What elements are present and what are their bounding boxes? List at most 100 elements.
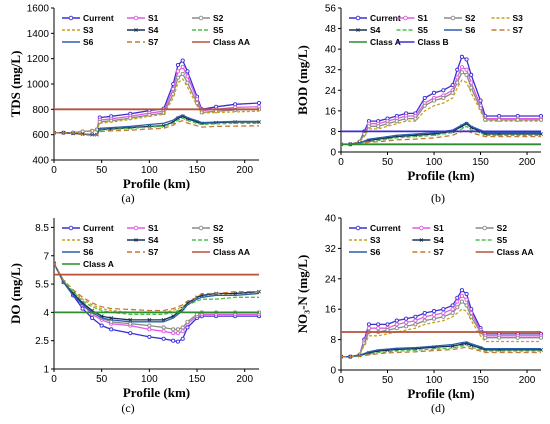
data-point	[459, 65, 464, 70]
y-tick-label: 4	[43, 308, 49, 319]
data-point	[175, 331, 181, 336]
legend-label: S2	[213, 223, 224, 233]
panel-caption: (c)	[121, 401, 134, 415]
legend-marker	[133, 15, 139, 21]
x-tick-label: 100	[426, 157, 443, 168]
legend-label: S4	[433, 235, 444, 245]
x-tick-label: 200	[519, 375, 536, 386]
legend-label: S7	[433, 247, 444, 257]
legend-label: S5	[213, 235, 224, 245]
panel-d: 0 8 16 24 32 40 0 50 100 150 200 Profile (km) NO₃-N …	[295, 214, 543, 415]
series-S2	[54, 71, 261, 135]
y-tick-label: 800	[32, 105, 49, 116]
data-point	[469, 72, 474, 77]
data-point	[459, 54, 464, 59]
series-S3	[341, 308, 541, 358]
y-tick-label: 1000	[27, 80, 50, 91]
legend-label: S3	[83, 235, 94, 245]
data-point	[366, 326, 371, 331]
data-point	[422, 318, 427, 323]
data-point	[441, 95, 446, 101]
data-point	[459, 70, 464, 75]
legend-item: S3	[491, 13, 523, 23]
y-tick-label: 0	[330, 366, 336, 377]
legend-item: S6	[444, 25, 476, 35]
y-tick-label: 24	[325, 86, 337, 97]
legend-label: S6	[465, 25, 476, 35]
data-point	[464, 297, 469, 302]
data-point	[413, 314, 418, 319]
x-tick-label: 150	[189, 165, 206, 176]
y-axis-label: TDS (mg/L)	[8, 51, 23, 118]
legend-item: S3	[62, 25, 94, 35]
data-point	[413, 318, 418, 323]
legend-item: S6	[349, 247, 381, 257]
data-point	[394, 119, 399, 124]
legend-label: Class AA	[213, 247, 250, 257]
legend-label: S2	[497, 223, 508, 233]
data-point	[128, 331, 133, 336]
y-tick-label: 1200	[27, 54, 50, 65]
legend-marker	[450, 15, 456, 21]
y-axis-label: NO₃-N (mg/L)	[295, 255, 310, 334]
legend-item: Current	[62, 223, 114, 233]
data-point	[459, 299, 464, 304]
y-tick-label: 1	[43, 365, 49, 376]
legend-label: Class A	[370, 37, 401, 47]
y-tick-label: 32	[325, 244, 337, 255]
data-point	[128, 321, 133, 326]
legend-item: S4	[412, 235, 444, 245]
series-S6	[54, 114, 259, 136]
data-point	[441, 88, 446, 93]
data-point	[366, 322, 371, 327]
legend-marker	[355, 225, 361, 231]
x-tick-label: 100	[141, 165, 158, 176]
legend-label: S3	[370, 235, 381, 245]
data-point	[431, 309, 437, 314]
legend-label: S5	[213, 25, 224, 35]
x-axis-label: Profile (km)	[407, 168, 474, 183]
y-tick-label: 56	[325, 4, 337, 15]
series-S7	[341, 346, 541, 358]
series-S5	[341, 344, 541, 358]
data-point	[180, 336, 185, 341]
x-tick-label: 0	[338, 157, 344, 168]
data-point	[431, 90, 437, 95]
legend-item: Current	[349, 223, 401, 233]
legend-item: S2	[192, 13, 224, 23]
data-point	[161, 325, 166, 330]
legend-item: S5	[192, 235, 224, 245]
series-S2	[54, 261, 261, 332]
series-current	[341, 288, 543, 359]
legend-item: S4	[127, 235, 159, 245]
series-line	[341, 308, 541, 358]
legend-item: S6	[62, 37, 94, 47]
legend-item: S1	[127, 223, 159, 233]
data-point	[180, 64, 185, 69]
data-point	[109, 327, 114, 332]
legend-marker	[68, 225, 74, 231]
data-point	[497, 335, 502, 340]
data-point	[483, 335, 488, 340]
data-point	[441, 314, 446, 319]
data-point	[450, 307, 455, 312]
y-axis-label: BOD (mg/L)	[295, 45, 310, 115]
data-point	[341, 142, 343, 147]
data-point	[385, 322, 390, 327]
y-tick-label: 2.5	[35, 336, 49, 347]
panel-caption: (d)	[431, 401, 445, 415]
data-point	[413, 116, 418, 121]
x-tick-label: 150	[189, 374, 206, 385]
y-tick-label: 0	[330, 148, 336, 159]
data-point	[376, 124, 381, 129]
legend-item: Current	[62, 13, 114, 23]
legend-item: Class AA	[192, 37, 250, 47]
legend-marker	[198, 15, 204, 21]
legend-item: Class A	[349, 37, 401, 47]
data-point	[431, 312, 437, 317]
legend-label: S2	[213, 13, 224, 23]
series-line	[54, 263, 260, 323]
data-point	[394, 318, 399, 323]
data-point	[175, 75, 181, 80]
x-tick-label: 50	[382, 157, 394, 168]
